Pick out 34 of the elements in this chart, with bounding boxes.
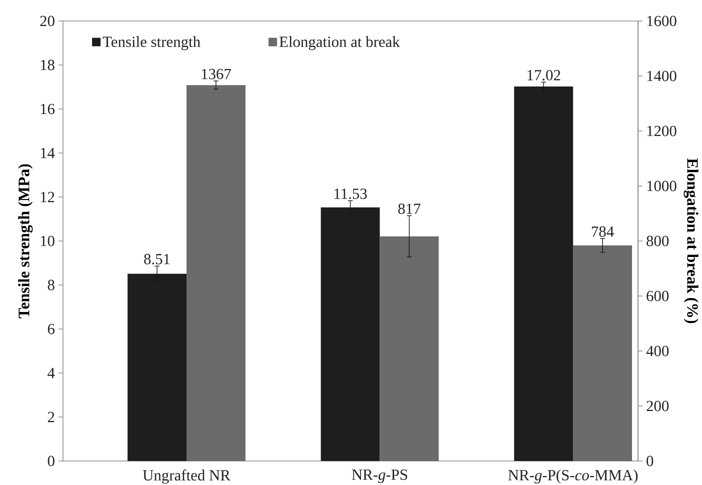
y2-tick-label: 1000 [647, 180, 676, 192]
y2-tick-label: 1200 [647, 126, 676, 136]
data-label: 11.53 [334, 188, 367, 200]
y-tick-label: 14 [40, 148, 55, 158]
y2-tick-label: 1600 [647, 16, 676, 26]
bar [186, 85, 246, 461]
y2-tick-label: 800 [646, 236, 669, 246]
y-tick-label: 2 [48, 412, 54, 422]
y-tick-label: 10 [40, 236, 54, 246]
data-label: 1367 [202, 68, 231, 80]
y2-axis-title: Elongation at break (%) [684, 158, 698, 324]
y-tick-label: 20 [40, 16, 54, 26]
y-tick-label: 6 [48, 324, 55, 334]
data-label: 8.51 [144, 254, 170, 264]
data-label: 784 [592, 226, 614, 237]
legend-label: Tensile strength [102, 36, 200, 50]
data-label: 17.02 [528, 70, 560, 80]
y-axis-title: Tensile strength (MPa) [18, 164, 33, 318]
y-tick-label: 18 [40, 60, 54, 70]
y-tick-label: 8 [48, 280, 54, 290]
x-tick-label: NR-g-PS [352, 470, 408, 484]
y2-tick-label: 600 [646, 290, 669, 302]
y-tick-label: 16 [40, 104, 55, 114]
y-tick-label: 4 [48, 368, 55, 378]
data-label: 817 [398, 204, 420, 214]
y2-tick-label: 200 [646, 400, 669, 412]
y2-tick-label: 400 [646, 346, 669, 356]
x-tick-label: NR-g-P(S-co-MMA) [508, 470, 638, 484]
x-tick-label: Ungrafted NR [142, 470, 230, 484]
y2-tick-label: 1400 [647, 70, 676, 82]
y2-tick-label: 0 [646, 456, 654, 466]
legend-label: Elongation at break [279, 36, 400, 50]
y-tick-label: 12 [40, 192, 54, 202]
y-tick-label: 0 [48, 456, 54, 466]
